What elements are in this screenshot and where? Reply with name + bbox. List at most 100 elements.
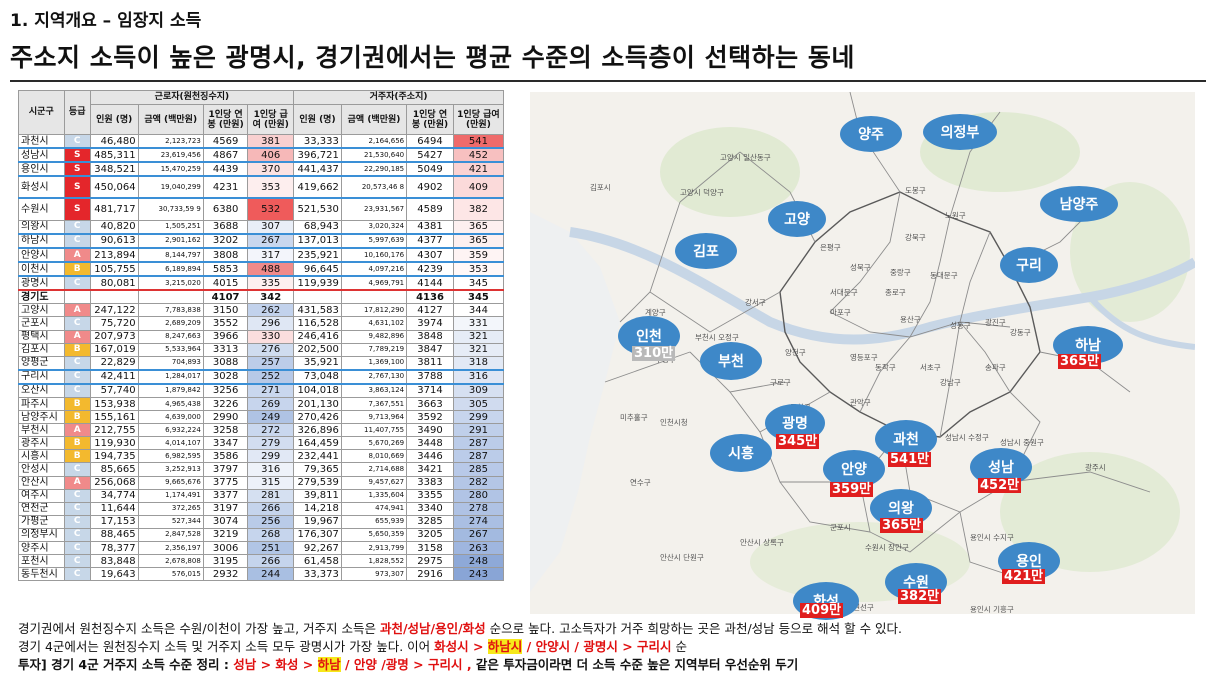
cell-home-salary: 6494 (406, 134, 454, 149)
cell-work-monthly: 266 (247, 554, 295, 569)
cell-work-monthly: 532 (247, 197, 295, 221)
map-place-label: 군포시 (830, 523, 851, 532)
cell-work-amount: 7,783,838 (137, 303, 204, 318)
header-col: 금액 (백만원) (137, 104, 204, 135)
table-row: 시흥시 B 194,735 6,982,595 3586 299 232,441 8,010,… (18, 449, 504, 464)
header-col: 인원 (명) (293, 104, 342, 135)
cell-home-people: 33,373 (293, 567, 342, 582)
map-place-label: 용인시 수지구 (970, 533, 1014, 542)
cell-sigungu: 경기도 (18, 289, 65, 305)
cell-work-monthly: 276 (247, 342, 295, 357)
note-highlight: 화성시 > (434, 639, 488, 654)
table-row: 구리시 C 42,411 1,284,017 3028 252 73,048 2,767,13… (18, 368, 504, 385)
note-highlight-yellow: 하남 (317, 657, 341, 672)
cell-work-people: 78,377 (89, 541, 139, 556)
table-row: 안산시 A 256,068 9,665,676 3775 315 279,539 9,457,… (18, 475, 504, 490)
cell-home-amount: 3,020,324 (340, 219, 408, 235)
cell-grade: A (63, 303, 91, 318)
cell-work-monthly: 296 (247, 316, 295, 331)
cell-work-monthly: 262 (247, 303, 295, 318)
cell-work-amount: 5,533,964 (137, 342, 204, 357)
cell-sigungu: 부천시 (18, 423, 65, 438)
cell-home-amount: 10,160,176 (340, 246, 408, 264)
table-row: 안성시 C 85,665 3,252,913 3797 316 79,365 2,714,68… (18, 462, 504, 477)
cell-home-people: 116,528 (293, 316, 342, 331)
cell-home-people: 235,921 (293, 246, 342, 264)
cell-work-amount: 372,265 (137, 501, 204, 516)
cell-home-amount: 7,367,551 (340, 396, 408, 412)
cell-home-amount: 973,307 (340, 567, 408, 582)
map-place-label: 마포구 (830, 308, 851, 317)
cell-sigungu: 파주시 (18, 396, 65, 412)
cell-home-people: 92,267 (293, 541, 342, 556)
table-row: 화성시 S 450,064 19,040,299 4231 353 419,662 20,57… (18, 175, 504, 200)
cell-work-amount: 2,678,808 (137, 554, 204, 569)
cell-work-amount: 8,247,663 (137, 329, 204, 344)
cell-home-salary: 3158 (406, 541, 454, 556)
cell-work-amount: 2,356,197 (137, 541, 204, 556)
cell-home-monthly: 365 (452, 232, 504, 249)
city-bubble-goyang: 고양 (768, 201, 826, 237)
income-tag-suwon: 382만 (898, 589, 942, 604)
cell-grade: B (63, 436, 91, 451)
cell-work-monthly: 281 (247, 488, 295, 503)
cell-work-amount: 2,847,528 (137, 527, 204, 543)
note-highlight-yellow: 하남시 (487, 639, 523, 654)
cell-work-people: 22,829 (89, 355, 139, 371)
cell-work-salary: 4107 (202, 289, 249, 305)
map-place-label: 부천시 오정구 (695, 333, 739, 342)
cell-home-amount: 2,164,656 (340, 134, 408, 149)
cell-home-monthly: 287 (452, 436, 504, 451)
map-place-label: 김포시 (590, 183, 611, 192)
table-row: 파주시 B 153,938 4,965,438 3226 269 201,130 7,367,… (18, 396, 504, 412)
cell-work-amount: 9,665,676 (137, 475, 204, 490)
cell-home-monthly: 345 (452, 289, 504, 305)
city-bubble-bucheon: 부천 (700, 342, 762, 380)
cell-sigungu: 여주시 (18, 488, 65, 503)
cell-home-people: 246,416 (293, 329, 342, 344)
map-place-label: 계양구 (645, 308, 666, 317)
cell-home-amount: 21,530,640 (340, 147, 408, 164)
cell-home-people: 61,458 (293, 554, 342, 569)
cell-sigungu: 수원시 (18, 197, 65, 221)
cell-work-salary: 3797 (202, 462, 249, 477)
cell-home-monthly: 248 (452, 554, 504, 569)
cell-home-people: 419,662 (293, 175, 342, 200)
cell-work-salary: 3150 (202, 303, 249, 318)
cell-work-monthly: 381 (247, 134, 295, 149)
cell-grade: C (63, 219, 91, 235)
table-row: 용인시 S 348,521 15,470,259 4439 370 441,437 22,29… (18, 161, 504, 177)
region-map: 고양시 일산동구 고양시 덕양구 김포시 도봉구 노원구 강북구 은평구 성북구 중랑구 동대문구… (530, 92, 1195, 620)
cell-home-salary: 3490 (406, 423, 454, 438)
note-text: 순 (671, 639, 688, 654)
cell-work-monthly: 316 (247, 462, 295, 477)
cell-work-salary: 3775 (202, 475, 249, 490)
cell-work-people: 90,613 (89, 232, 139, 249)
income-tag-seongnam: 452만 (978, 478, 1022, 493)
cell-work-monthly: 269 (247, 396, 295, 412)
note-highlight: / 안양 /광명 > 구리시 , (340, 657, 472, 672)
cell-work-people: 83,848 (89, 554, 139, 569)
cell-sigungu: 하남시 (18, 232, 65, 249)
map-place-label: 영등포구 (850, 353, 878, 362)
cell-work-people: 57,740 (89, 383, 139, 398)
table-row: 이천시 B 105,755 6,189,894 5853 488 96,645 4,097,2… (18, 261, 504, 278)
cell-grade: B (63, 261, 91, 278)
cell-home-salary: 3340 (406, 501, 454, 516)
cell-home-salary: 3448 (406, 436, 454, 451)
cell-grade: C (63, 368, 91, 385)
header-col: 1인당 급여 (만원) (247, 104, 295, 135)
cell-grade: A (63, 475, 91, 490)
cell-sigungu: 오산시 (18, 383, 65, 398)
income-tag-hwaseong: 409만 (800, 603, 844, 618)
cell-home-salary: 5427 (406, 147, 454, 164)
cell-work-monthly: 406 (247, 147, 295, 164)
cell-work-monthly: 330 (247, 329, 295, 344)
map-place-label: 용산구 (900, 315, 921, 324)
cell-work-salary: 4867 (202, 147, 249, 164)
cell-home-amount: 17,812,290 (340, 303, 408, 318)
cell-home-monthly: 280 (452, 488, 504, 503)
note-text: 경기권에서 원천징수지 소득은 수원/이천이 가장 높고, 거주지 소득은 (18, 621, 380, 636)
cell-home-monthly: 274 (452, 514, 504, 529)
cell-grade: B (63, 449, 91, 464)
